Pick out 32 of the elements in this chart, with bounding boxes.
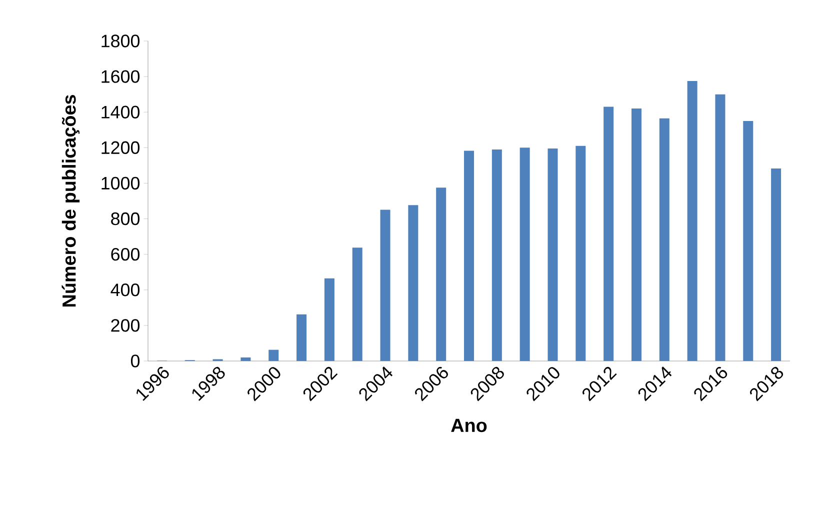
bar xyxy=(296,314,307,361)
y-tick-label: 1800 xyxy=(102,34,140,48)
y-tick-label: 0 xyxy=(130,354,140,368)
bar xyxy=(576,146,586,361)
y-axis-title: Número de publicações xyxy=(62,95,80,306)
bar xyxy=(520,148,530,361)
y-tick-label: 1400 xyxy=(102,106,140,118)
bar xyxy=(631,108,642,361)
y-tick-label: 1200 xyxy=(102,141,140,154)
x-axis-title: Ano xyxy=(451,418,487,432)
y-tick-label: 600 xyxy=(111,248,140,261)
bar xyxy=(352,248,362,361)
bar xyxy=(548,148,558,361)
bar xyxy=(687,80,698,361)
y-tick-label: 1000 xyxy=(102,176,140,190)
bar xyxy=(492,149,502,361)
bar xyxy=(743,120,754,361)
bar xyxy=(408,205,418,361)
y-tick-label: 400 xyxy=(110,284,140,296)
bar xyxy=(436,188,446,361)
bar xyxy=(604,106,614,361)
bar xyxy=(771,168,782,361)
bar xyxy=(324,278,334,361)
bar xyxy=(659,118,670,361)
bar xyxy=(464,150,474,361)
y-tick-label: 200 xyxy=(111,319,140,332)
bar xyxy=(380,210,390,361)
bar xyxy=(715,94,726,361)
y-tick-label: 800 xyxy=(111,212,140,226)
bar xyxy=(240,357,251,361)
bar xyxy=(268,350,279,361)
y-tick-label: 1600 xyxy=(102,70,140,83)
